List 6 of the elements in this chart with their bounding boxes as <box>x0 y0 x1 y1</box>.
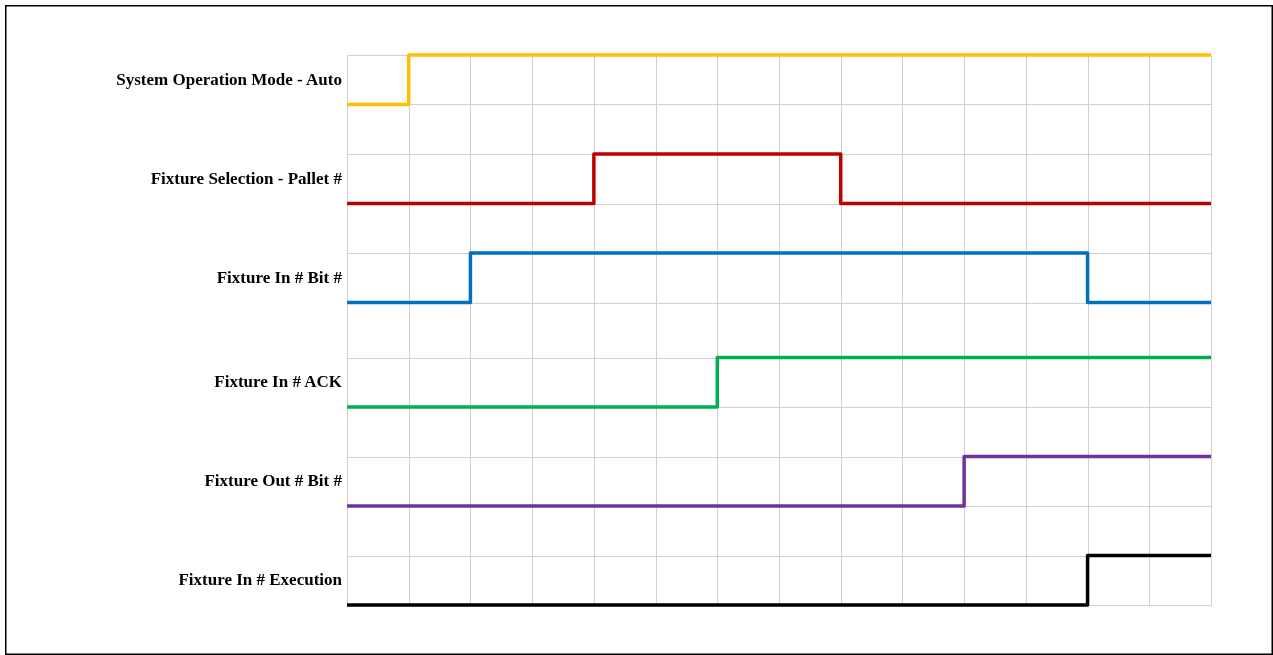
series-label: Fixture Out # Bit # <box>204 471 343 491</box>
series-label: System Operation Mode - Auto <box>116 69 342 89</box>
series-label: Fixture In # ACK <box>214 372 343 392</box>
series-label: Fixture Selection - Pallet # <box>150 168 343 188</box>
series-label: Fixture In # Bit # <box>216 267 343 287</box>
series-label: Fixture In # Execution <box>178 570 343 590</box>
